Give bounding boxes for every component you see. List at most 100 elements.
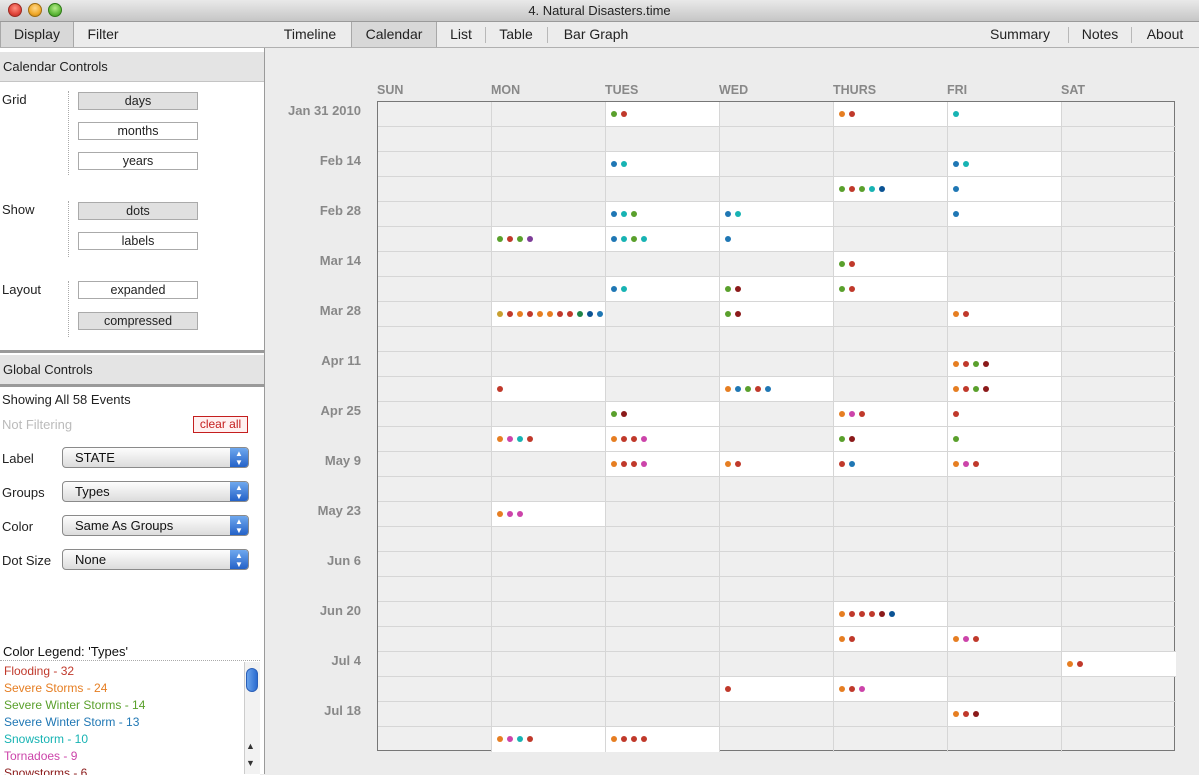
calendar-day-cell[interactable] [492,377,606,402]
calendar-day-cell[interactable] [606,652,720,677]
event-dot[interactable] [973,386,979,392]
event-dot[interactable] [497,436,503,442]
event-dot[interactable] [953,211,959,217]
event-dot[interactable] [839,636,845,642]
color-select[interactable]: Same As Groups ▲ ▼ [62,515,249,536]
event-dot[interactable] [507,236,513,242]
clear-all-button[interactable]: clear all [193,416,248,433]
tab-notes[interactable]: Notes [1081,26,1119,42]
calendar-day-cell[interactable] [606,302,720,327]
grid-days-button[interactable]: days [78,92,198,110]
calendar-day-cell[interactable] [378,227,492,252]
calendar-day-cell[interactable] [1062,127,1176,152]
calendar-day-cell[interactable] [378,302,492,327]
calendar-day-cell[interactable] [720,627,834,652]
event-dot[interactable] [839,686,845,692]
calendar-day-cell[interactable] [720,477,834,502]
calendar-day-cell[interactable] [492,352,606,377]
event-dot[interactable] [517,736,523,742]
calendar-day-cell[interactable] [834,552,948,577]
event-dot[interactable] [735,461,741,467]
calendar-day-cell[interactable] [492,577,606,602]
event-dot[interactable] [869,611,875,617]
event-dot[interactable] [849,461,855,467]
calendar-day-cell[interactable] [378,127,492,152]
event-dot[interactable] [953,186,959,192]
calendar-day-cell[interactable] [948,727,1062,752]
tab-about[interactable]: About [1146,26,1184,42]
calendar-day-cell[interactable] [378,727,492,752]
calendar-day-cell[interactable] [834,302,948,327]
calendar-day-cell[interactable] [1062,202,1176,227]
event-dot[interactable] [497,736,503,742]
calendar-day-cell[interactable] [1062,102,1176,127]
event-dot[interactable] [507,311,513,317]
calendar-day-cell[interactable] [492,627,606,652]
calendar-day-cell[interactable] [1062,177,1176,202]
event-dot[interactable] [1067,661,1073,667]
calendar-day-cell[interactable] [492,202,606,227]
calendar-day-cell[interactable] [378,652,492,677]
calendar-day-cell[interactable] [606,202,720,227]
calendar-day-cell[interactable] [720,352,834,377]
event-dot[interactable] [745,386,751,392]
calendar-day-cell[interactable] [720,102,834,127]
calendar-day-cell[interactable] [606,552,720,577]
calendar-day-cell[interactable] [606,677,720,702]
calendar-day-cell[interactable] [948,152,1062,177]
event-dot[interactable] [631,236,637,242]
calendar-day-cell[interactable] [834,452,948,477]
calendar-day-cell[interactable] [492,277,606,302]
calendar-day-cell[interactable] [834,427,948,452]
calendar-day-cell[interactable] [720,652,834,677]
legend-item[interactable]: Severe Winter Storm - 13 [4,715,140,729]
event-dot[interactable] [859,611,865,617]
calendar-day-cell[interactable] [948,502,1062,527]
calendar-day-cell[interactable] [720,427,834,452]
calendar-day-cell[interactable] [606,277,720,302]
calendar-day-cell[interactable] [834,702,948,727]
calendar-day-cell[interactable] [834,277,948,302]
calendar-day-cell[interactable] [834,252,948,277]
event-dot[interactable] [1077,661,1083,667]
calendar-day-cell[interactable] [1062,227,1176,252]
calendar-day-cell[interactable] [720,202,834,227]
calendar-day-cell[interactable] [948,652,1062,677]
calendar-day-cell[interactable] [834,227,948,252]
calendar-day-cell[interactable] [1062,627,1176,652]
legend-scroll-thumb[interactable] [246,668,258,692]
calendar-day-cell[interactable] [948,577,1062,602]
event-dot[interactable] [547,311,553,317]
event-dot[interactable] [765,386,771,392]
tab-bar-graph[interactable]: Bar Graph [563,26,629,42]
calendar-day-cell[interactable] [948,377,1062,402]
dotsize-select[interactable]: None ▲ ▼ [62,549,249,570]
event-dot[interactable] [973,361,979,367]
calendar-day-cell[interactable] [1062,327,1176,352]
event-dot[interactable] [621,461,627,467]
event-dot[interactable] [621,161,627,167]
calendar-day-cell[interactable] [492,477,606,502]
calendar-day-cell[interactable] [378,277,492,302]
event-dot[interactable] [963,161,969,167]
calendar-day-cell[interactable] [834,627,948,652]
calendar-day-cell[interactable] [606,502,720,527]
event-dot[interactable] [869,186,875,192]
calendar-day-cell[interactable] [834,177,948,202]
event-dot[interactable] [597,311,603,317]
calendar-day-cell[interactable] [606,727,720,752]
calendar-day-cell[interactable] [492,677,606,702]
calendar-day-cell[interactable] [834,127,948,152]
calendar-day-cell[interactable] [720,152,834,177]
calendar-day-cell[interactable] [948,227,1062,252]
calendar-day-cell[interactable] [720,127,834,152]
event-dot[interactable] [507,736,513,742]
calendar-day-cell[interactable] [378,627,492,652]
calendar-day-cell[interactable] [492,152,606,177]
event-dot[interactable] [507,436,513,442]
calendar-day-cell[interactable] [492,227,606,252]
event-dot[interactable] [621,111,627,117]
event-dot[interactable] [953,361,959,367]
calendar-day-cell[interactable] [606,127,720,152]
event-dot[interactable] [611,211,617,217]
